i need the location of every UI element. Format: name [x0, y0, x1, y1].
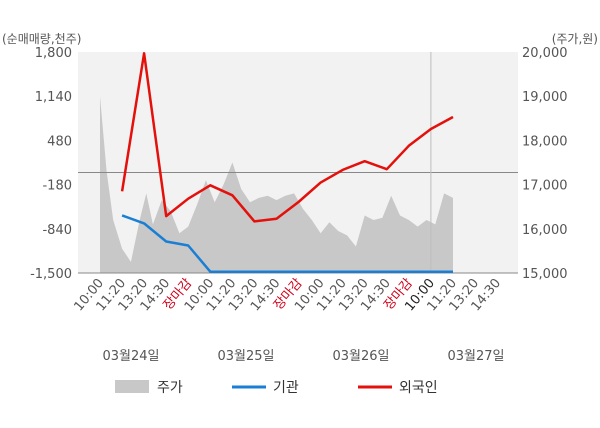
date-label: 03월27일: [447, 349, 504, 364]
right-tick-label: 19,000: [522, 90, 568, 105]
left-tick-label: 1,140: [35, 90, 72, 105]
legend-swatch-price: [115, 380, 149, 393]
left-tick-label: -840: [42, 223, 72, 238]
x-axis: 10:0011:2013:2014:30장마감10:0011:2013:2014…: [71, 276, 504, 314]
date-axis: 03월24일 03월25일 03월26일 03월27일: [102, 349, 504, 364]
left-tick-label: 1,800: [35, 46, 72, 61]
right-tick-label: 16,000: [522, 223, 568, 238]
right-tick-label: 17,000: [522, 179, 568, 194]
gridlines: [78, 52, 518, 274]
date-label: 03월24일: [102, 349, 159, 364]
series-line-외국인: [120, 52, 454, 223]
right-axis: 20,000 19,000 18,000 17,000 16,000 15,000: [522, 46, 568, 282]
date-label: 03월26일: [332, 349, 389, 364]
date-label: 03월25일: [217, 349, 274, 364]
series-line-기관: [121, 214, 453, 273]
legend-label-foreign: 외국인: [399, 380, 438, 396]
left-tick-label: -180: [42, 179, 72, 194]
left-axis-unit: (순매매량,천주): [2, 31, 81, 46]
legend: 주가 기관 외국인: [115, 380, 438, 396]
right-tick-label: 20,000: [522, 46, 568, 61]
right-axis-unit: (주가,원): [552, 32, 598, 46]
legend-label-institution: 기관: [273, 380, 299, 396]
legend-label-price: 주가: [157, 380, 183, 396]
right-tick-label: 18,000: [522, 134, 568, 149]
right-tick-label: 15,000: [522, 267, 568, 282]
price-area-series: [100, 96, 453, 273]
left-tick-label: 480: [47, 134, 72, 149]
left-tick-label: -1,500: [30, 267, 72, 282]
left-axis: 1,800 1,140 480 -180 -840 -1,500: [30, 46, 72, 282]
line-series: [120, 52, 454, 273]
price-area-fill: [100, 96, 453, 273]
